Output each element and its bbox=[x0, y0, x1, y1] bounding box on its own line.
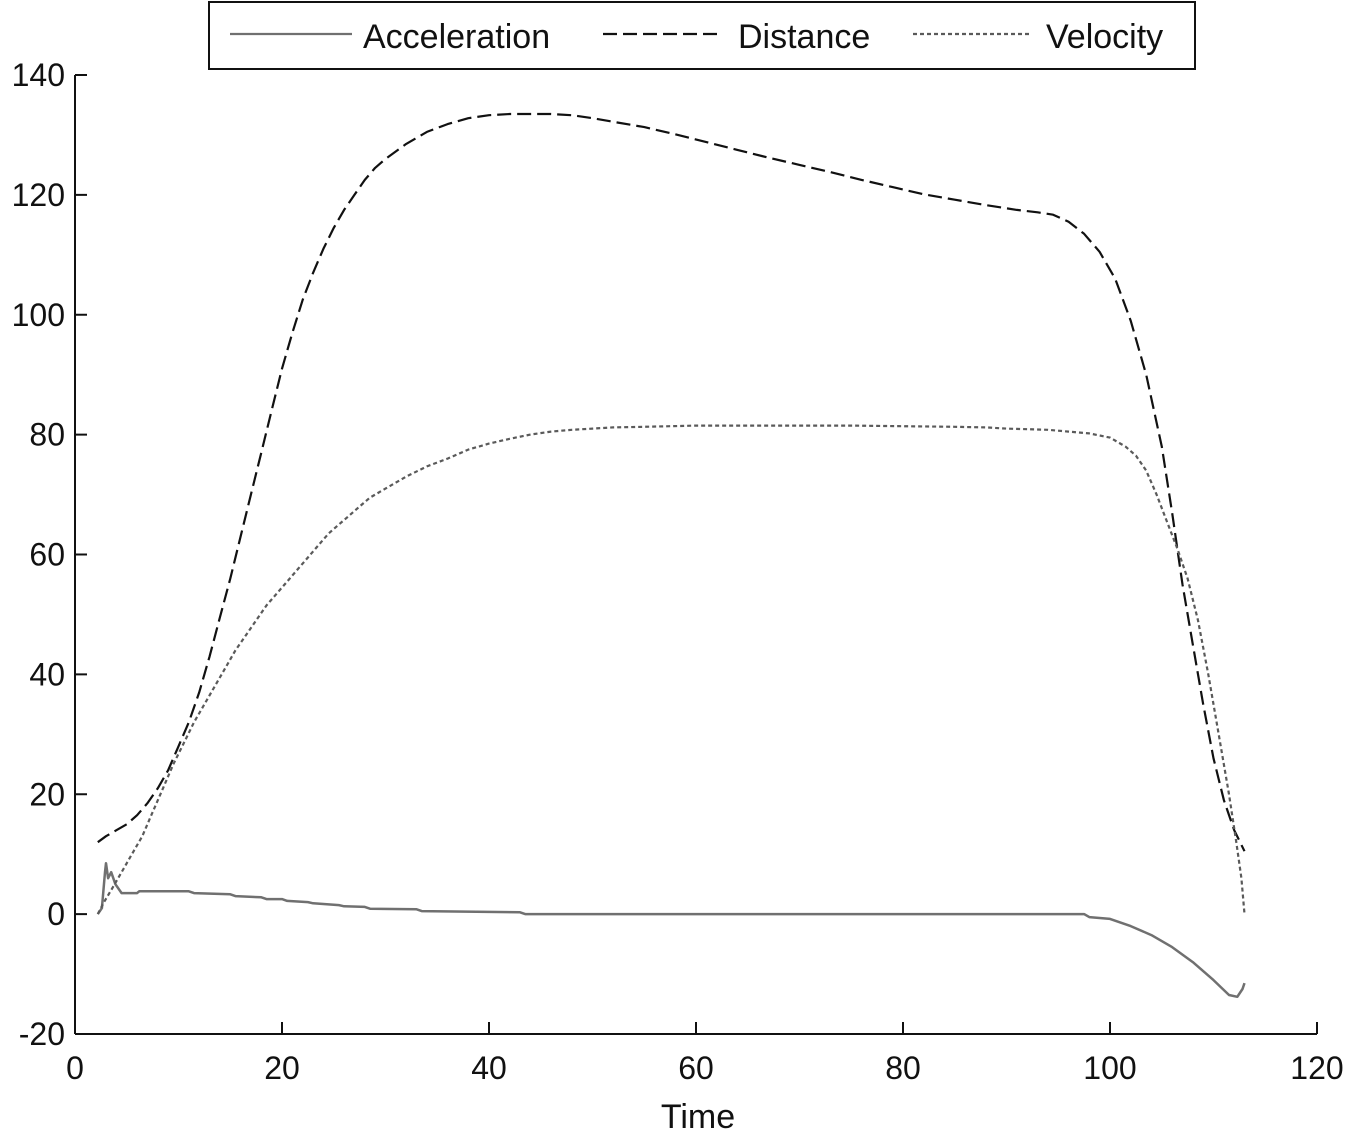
plot-lines bbox=[96, 112, 1246, 999]
x-tick-label: 80 bbox=[885, 1050, 921, 1086]
legend-label-distance: Distance bbox=[738, 18, 870, 56]
y-tick-label: 80 bbox=[29, 417, 65, 453]
x-tick-label: 20 bbox=[264, 1050, 300, 1086]
x-tick-label: 0 bbox=[66, 1050, 84, 1086]
x-tick-label: 100 bbox=[1083, 1050, 1136, 1086]
series-line-acceleration bbox=[96, 861, 1246, 999]
y-tick-label: 20 bbox=[29, 776, 65, 812]
legend-label-velocity: Velocity bbox=[1046, 18, 1163, 56]
x-tick-label: 120 bbox=[1290, 1050, 1343, 1086]
series-line-velocity bbox=[96, 424, 1246, 915]
x-axis-title: Time bbox=[661, 1098, 735, 1133]
legend-box bbox=[208, 1, 1196, 70]
legend-label-acceleration: Acceleration bbox=[363, 18, 550, 56]
y-tick-label: 40 bbox=[29, 656, 65, 692]
legend: Acceleration Distance Velocity bbox=[208, 1, 1196, 70]
series-line-distance bbox=[97, 112, 1246, 852]
y-tick-label: 120 bbox=[12, 177, 65, 213]
x-tick-label: 40 bbox=[471, 1050, 507, 1086]
y-tick-label: 0 bbox=[47, 896, 65, 932]
y-tick-label: 140 bbox=[12, 57, 65, 93]
y-tick-label: 60 bbox=[29, 537, 65, 573]
y-tick-label: -20 bbox=[19, 1016, 65, 1052]
x-tick-label: 60 bbox=[678, 1050, 714, 1086]
y-tick-label: 100 bbox=[12, 297, 65, 333]
